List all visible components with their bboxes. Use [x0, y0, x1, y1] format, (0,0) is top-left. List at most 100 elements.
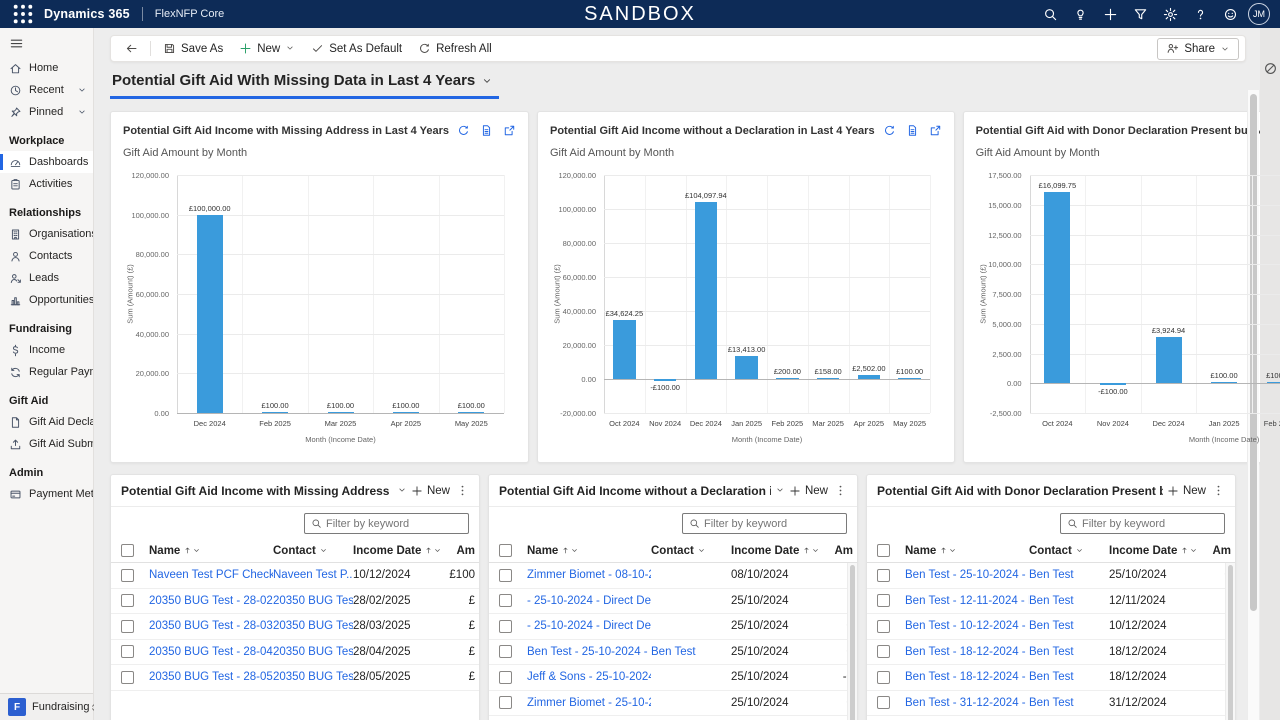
- chart-bar[interactable]: [1266, 381, 1280, 384]
- grid-filter-box[interactable]: [682, 513, 847, 534]
- sidebar-item-pinned[interactable]: Pinned: [0, 101, 93, 123]
- column-header-contact[interactable]: Contact: [273, 545, 353, 557]
- column-header-am[interactable]: Am: [1197, 545, 1233, 557]
- filter-button[interactable]: [1128, 2, 1152, 26]
- record-link[interactable]: 20350 BUG Test - 28-05-2...: [149, 671, 273, 684]
- grid-scrollbar[interactable]: [847, 563, 857, 720]
- grid-title[interactable]: Potential Gift Aid Income with Missing A…: [121, 483, 393, 498]
- record-link[interactable]: Jeff & Sons - 25-10-2024 ...: [527, 671, 651, 684]
- chart-bar[interactable]: [776, 377, 799, 379]
- sidebar-item-contacts[interactable]: Contacts: [0, 245, 93, 267]
- refresh-all-button[interactable]: Refresh All: [410, 37, 500, 60]
- contact-link[interactable]: 20350 BUG Test: [273, 620, 353, 633]
- brand-dynamics365[interactable]: Dynamics 365: [44, 7, 130, 21]
- chart-bar[interactable]: [816, 377, 840, 379]
- column-header-contact[interactable]: Contact: [651, 545, 731, 557]
- help-button[interactable]: [1188, 2, 1212, 26]
- chart-bar[interactable]: [392, 411, 419, 413]
- row-checkbox[interactable]: [877, 696, 890, 710]
- grid-scrollbar-thumb[interactable]: [850, 565, 855, 720]
- set-as-default-button[interactable]: Set As Default: [303, 37, 410, 60]
- record-link[interactable]: Ben Test - 18-12-2024 - D...: [905, 671, 1029, 684]
- page-scrollbar[interactable]: [1247, 90, 1259, 720]
- record-link[interactable]: 20350 BUG Test - 28-03-2...: [149, 620, 273, 633]
- column-header-name[interactable]: Name: [149, 545, 273, 557]
- grid-new-button[interactable]: New: [1163, 483, 1210, 499]
- chart-bar[interactable]: [262, 411, 289, 413]
- row-checkbox[interactable]: [877, 594, 890, 608]
- column-header-am[interactable]: Am: [819, 545, 855, 557]
- row-checkbox[interactable]: [877, 568, 890, 582]
- sidebar-item-organisations[interactable]: Organisations: [0, 223, 93, 245]
- sidebar-item-income[interactable]: Income: [0, 339, 93, 361]
- chart-refresh-button[interactable]: [457, 122, 470, 140]
- row-checkbox[interactable]: [499, 645, 512, 659]
- select-all-checkbox[interactable]: [121, 544, 134, 557]
- sidebar-item-regular-payments[interactable]: Regular Payments: [0, 361, 93, 383]
- record-link[interactable]: Ben Test - 10-12-2024 - D...: [905, 620, 1029, 633]
- grid-title-dropdown[interactable]: [397, 482, 407, 500]
- sidebar-item-leads[interactable]: Leads: [0, 267, 93, 289]
- chart-expand-button[interactable]: [929, 122, 942, 140]
- page-scrollbar-thumb[interactable]: [1250, 94, 1257, 611]
- record-link[interactable]: Ben Test - 12-11-2024 - D...: [905, 594, 1029, 607]
- contact-link[interactable]: Ben Test: [1029, 645, 1074, 658]
- sidebar-item-home[interactable]: Home: [0, 57, 93, 79]
- record-link[interactable]: Naveen Test PCF Checks -...: [149, 569, 273, 582]
- column-header-income-date[interactable]: Income Date: [1109, 545, 1197, 557]
- row-checkbox[interactable]: [121, 568, 134, 582]
- gear-button[interactable]: [1158, 2, 1182, 26]
- column-header-contact[interactable]: Contact: [1029, 545, 1109, 557]
- search-button[interactable]: [1038, 2, 1062, 26]
- row-checkbox[interactable]: [499, 670, 512, 684]
- column-header-income-date[interactable]: Income Date: [353, 545, 441, 557]
- chart-bar[interactable]: [1099, 383, 1126, 385]
- row-checkbox[interactable]: [121, 645, 134, 659]
- dashboard-title-selector[interactable]: Potential Gift Aid With Missing Data in …: [110, 72, 500, 99]
- grid-more-commands-button[interactable]: [1210, 480, 1227, 502]
- chart-bar[interactable]: [613, 320, 636, 379]
- contact-link[interactable]: Ben Test: [1029, 620, 1074, 633]
- row-checkbox[interactable]: [877, 645, 890, 659]
- contact-link[interactable]: Naveen Test P...: [273, 569, 353, 582]
- chart-bar[interactable]: [898, 377, 921, 379]
- sidebar-item-opportunities[interactable]: Opportunities: [0, 289, 93, 311]
- record-link[interactable]: Ben Test - 25-10-2024 - D...: [527, 645, 651, 658]
- chart-bar[interactable]: [327, 411, 354, 413]
- chart-bar[interactable]: [857, 374, 881, 379]
- grid-more-commands-button[interactable]: [832, 480, 849, 502]
- record-link[interactable]: 20350 BUG Test - 28-04-2...: [149, 645, 273, 658]
- contact-link[interactable]: Ben Test: [1029, 569, 1074, 582]
- record-link[interactable]: - 25-10-2024 - Direct Debit: [527, 594, 651, 607]
- column-header-income-date[interactable]: Income Date: [731, 545, 819, 557]
- row-checkbox[interactable]: [121, 619, 134, 633]
- chart-bar[interactable]: [196, 214, 223, 413]
- user-avatar[interactable]: JM: [1248, 3, 1270, 25]
- chart-refresh-button[interactable]: [883, 122, 896, 140]
- chart-bar[interactable]: [653, 379, 677, 381]
- lightbulb-button[interactable]: [1068, 2, 1092, 26]
- grid-scrollbar-thumb[interactable]: [1228, 565, 1233, 720]
- share-button[interactable]: Share: [1157, 37, 1239, 60]
- column-header-am[interactable]: Am: [441, 545, 477, 557]
- sidebar-item-gift-aid-declarations[interactable]: Gift Aid Declarations: [0, 411, 93, 433]
- area-switcher[interactable]: F Fundraising: [0, 693, 98, 720]
- grid-new-button[interactable]: New: [407, 483, 454, 499]
- contact-link[interactable]: Ben Test: [1029, 594, 1074, 607]
- row-checkbox[interactable]: [499, 619, 512, 633]
- grid-more-commands-button[interactable]: [454, 480, 471, 502]
- chart-bar[interactable]: [458, 411, 485, 413]
- chart-view-records-button[interactable]: [480, 122, 493, 140]
- contact-link[interactable]: Ben Test: [651, 645, 696, 658]
- grid-filter-box[interactable]: [304, 513, 469, 534]
- grid-filter-input[interactable]: [1082, 517, 1218, 530]
- sidebar-item-dashboards[interactable]: Dashboards: [0, 151, 93, 173]
- grid-title[interactable]: Potential Gift Aid Income without a Decl…: [499, 483, 771, 498]
- row-checkbox[interactable]: [877, 670, 890, 684]
- contact-link[interactable]: Ben Test: [1029, 671, 1074, 684]
- grid-filter-input[interactable]: [326, 517, 462, 530]
- row-checkbox[interactable]: [499, 594, 512, 608]
- record-link[interactable]: Ben Test - 25-10-2024 - D...: [905, 569, 1029, 582]
- sidebar-collapse-button[interactable]: [0, 28, 93, 57]
- contact-link[interactable]: 20350 BUG Test: [273, 671, 353, 684]
